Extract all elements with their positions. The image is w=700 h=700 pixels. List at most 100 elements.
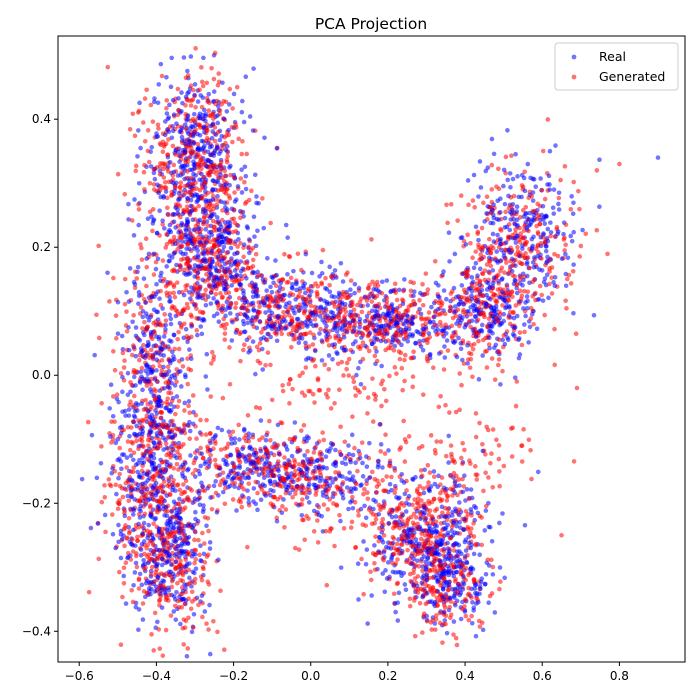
point-generated [456, 477, 461, 482]
point-real [389, 487, 394, 493]
point-generated [99, 444, 104, 449]
point-generated [257, 437, 262, 443]
point-generated [577, 254, 582, 259]
point-real [376, 512, 382, 517]
point-generated [163, 318, 169, 323]
point-real [327, 289, 333, 295]
point-generated [206, 627, 211, 632]
point-real [356, 597, 361, 602]
point-generated [246, 481, 252, 486]
point-real [547, 187, 553, 192]
point-real [211, 313, 217, 319]
point-generated [292, 436, 297, 441]
point-real [108, 434, 113, 439]
point-generated [426, 480, 431, 485]
point-real [215, 120, 221, 126]
point-generated [404, 520, 410, 526]
point-generated [138, 305, 144, 310]
point-generated [392, 468, 398, 473]
point-generated [143, 236, 149, 241]
point-real [258, 497, 264, 503]
point-real [360, 474, 366, 479]
point-real [466, 534, 471, 540]
point-generated [199, 65, 204, 70]
point-generated [99, 400, 104, 406]
point-real [185, 68, 190, 74]
point-real [509, 211, 514, 216]
point-generated [130, 441, 135, 446]
point-generated [144, 264, 150, 270]
point-generated [200, 83, 206, 89]
point-real [468, 566, 474, 572]
point-generated [471, 341, 477, 347]
point-generated [327, 282, 332, 288]
point-generated [164, 399, 169, 405]
point-real [569, 194, 574, 199]
point-real [341, 335, 347, 340]
point-generated [181, 482, 186, 487]
point-generated [165, 396, 171, 401]
point-real [363, 561, 369, 567]
point-generated [359, 556, 364, 562]
point-generated [177, 263, 183, 268]
point-real [449, 528, 455, 534]
point-generated [418, 468, 424, 473]
point-generated [142, 319, 147, 325]
point-generated [454, 642, 460, 648]
point-real [506, 193, 511, 199]
point-real [115, 331, 121, 336]
point-real [245, 488, 250, 493]
point-real [119, 466, 124, 472]
point-real [571, 229, 577, 235]
point-generated [282, 455, 287, 460]
point-real [202, 107, 207, 113]
point-generated [411, 349, 416, 355]
point-generated [216, 71, 222, 76]
point-generated [111, 349, 116, 354]
point-generated [337, 512, 342, 518]
point-generated [109, 440, 114, 445]
point-generated [163, 283, 169, 289]
point-real [473, 260, 479, 266]
point-generated [208, 394, 214, 399]
point-real [524, 294, 530, 299]
point-real [175, 211, 181, 216]
point-generated [425, 462, 431, 468]
point-generated [412, 301, 418, 307]
point-real [188, 453, 193, 458]
point-generated [136, 577, 142, 583]
point-real [334, 350, 339, 355]
point-generated [497, 469, 502, 474]
point-real [252, 172, 258, 178]
point-real [418, 516, 423, 522]
plot-points [79, 46, 661, 659]
point-real [334, 275, 339, 280]
point-generated [190, 393, 196, 398]
point-real [420, 347, 426, 353]
point-generated [174, 483, 180, 488]
point-generated [188, 606, 194, 612]
point-generated [220, 208, 225, 213]
point-real [239, 167, 244, 172]
point-generated [340, 480, 346, 485]
point-generated [360, 356, 366, 362]
point-generated [570, 269, 576, 274]
point-real [496, 278, 501, 284]
point-generated [159, 410, 165, 416]
point-real [392, 343, 398, 349]
point-real [179, 239, 185, 244]
point-generated [310, 284, 315, 289]
point-real [208, 152, 213, 158]
point-real [476, 599, 481, 605]
point-generated [176, 467, 181, 472]
point-generated [374, 279, 380, 285]
point-generated [527, 265, 532, 271]
point-real [472, 313, 478, 319]
point-real [597, 204, 602, 209]
point-generated [206, 528, 211, 534]
point-real [208, 301, 214, 306]
point-generated [273, 283, 279, 289]
point-real [350, 505, 356, 511]
point-generated [149, 493, 155, 499]
point-real [192, 496, 198, 502]
